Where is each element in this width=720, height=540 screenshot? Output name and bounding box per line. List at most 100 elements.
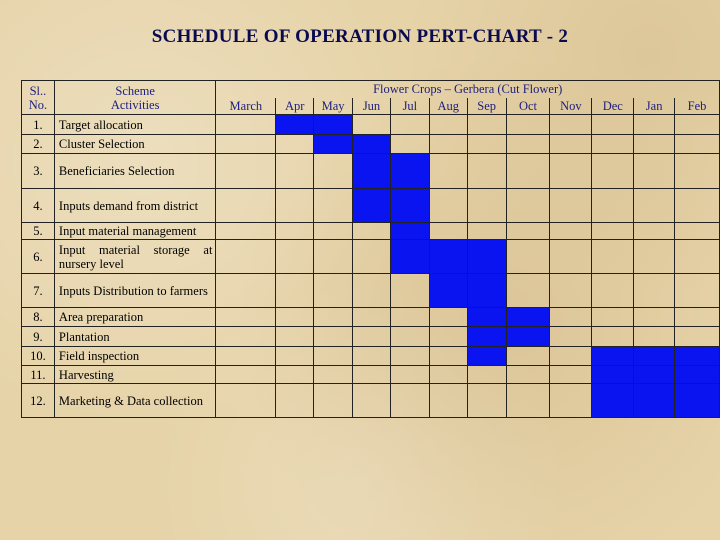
schedule-cell-filled	[674, 365, 720, 384]
schedule-cell-empty	[674, 273, 720, 308]
schedule-cell-empty	[313, 383, 354, 418]
schedule-cell-empty	[215, 307, 277, 327]
schedule-cell-empty	[674, 239, 720, 274]
schedule-cell-empty	[428, 346, 468, 366]
table-row: 9. Plantation	[21, 326, 720, 347]
schedule-cell-empty	[352, 222, 391, 240]
schedule-cell-empty	[549, 239, 593, 274]
row-number: 4.	[21, 188, 55, 223]
pert-chart-table: Sl.. No. Scheme Activities Flower Crops …	[21, 80, 720, 418]
schedule-cell-empty	[215, 326, 277, 347]
schedule-cell-empty	[633, 222, 676, 240]
schedule-cell-filled	[389, 188, 430, 223]
schedule-cell-empty	[466, 188, 507, 223]
activity-name: Field inspection	[53, 346, 217, 366]
schedule-cell-filled	[591, 383, 635, 418]
schedule-cell-filled	[466, 346, 507, 366]
row-number: 12.	[21, 383, 55, 418]
row-number: 7.	[21, 273, 55, 308]
schedule-cell-filled	[466, 326, 507, 347]
schedule-cell-empty	[466, 134, 507, 154]
schedule-cell-empty	[215, 153, 277, 189]
schedule-cell-empty	[389, 326, 430, 347]
schedule-cell-empty	[389, 365, 430, 384]
schedule-cell-filled	[505, 307, 551, 327]
schedule-cell-empty	[313, 326, 354, 347]
row-number: 11.	[21, 365, 55, 384]
schedule-cell-empty	[313, 153, 354, 189]
schedule-cell-empty	[674, 134, 720, 154]
schedule-cell-empty	[505, 134, 551, 154]
activities-header: Scheme Activities	[53, 80, 217, 115]
schedule-cell-empty	[505, 153, 551, 189]
month-header: Sep	[466, 97, 507, 115]
schedule-cell-filled	[591, 365, 635, 384]
schedule-cell-empty	[352, 383, 391, 418]
schedule-cell-empty	[352, 273, 391, 308]
schedule-cell-empty	[591, 188, 635, 223]
schedule-cell-empty	[505, 273, 551, 308]
activity-name: Plantation	[53, 326, 217, 347]
month-header: Jan	[633, 97, 676, 115]
schedule-cell-empty	[428, 134, 468, 154]
row-number: 6.	[21, 239, 55, 274]
schedule-cell-empty	[591, 153, 635, 189]
schedule-cell-empty	[275, 273, 315, 308]
schedule-cell-empty	[428, 153, 468, 189]
row-number: 2.	[21, 134, 55, 154]
activity-name: Inputs Distribution to farmers	[53, 273, 217, 308]
schedule-cell-empty	[428, 307, 468, 327]
activity-name: Harvesting	[53, 365, 217, 384]
schedule-cell-empty	[549, 273, 593, 308]
activity-name: Area preparation	[53, 307, 217, 327]
month-header: Feb	[674, 97, 720, 115]
schedule-cell-filled	[428, 273, 468, 308]
schedule-cell-empty	[313, 346, 354, 366]
schedule-cell-empty	[549, 365, 593, 384]
month-header: May	[313, 97, 354, 115]
table-row: 11. Harvesting	[21, 365, 720, 384]
schedule-cell-empty	[549, 134, 593, 154]
schedule-cell-empty	[275, 134, 315, 154]
schedule-cell-empty	[466, 153, 507, 189]
month-header: Nov	[549, 97, 593, 115]
schedule-cell-filled	[674, 383, 720, 418]
activity-name: Input material storage at nursery level	[53, 239, 217, 274]
schedule-cell-filled	[313, 114, 354, 135]
crop-header: Flower Crops – Gerbera (Cut Flower)	[215, 80, 720, 98]
schedule-cell-filled	[352, 134, 391, 154]
schedule-cell-empty	[466, 383, 507, 418]
schedule-cell-filled	[505, 326, 551, 347]
schedule-cell-filled	[352, 188, 391, 223]
sl-header-line-1: Sl..	[29, 83, 47, 98]
activity-name: Inputs demand from district	[53, 188, 217, 223]
schedule-cell-empty	[215, 114, 277, 135]
schedule-cell-empty	[505, 222, 551, 240]
schedule-cell-empty	[215, 239, 277, 274]
schedule-cell-empty	[215, 346, 277, 366]
schedule-cell-empty	[275, 188, 315, 223]
schedule-cell-empty	[275, 239, 315, 274]
schedule-cell-filled	[466, 273, 507, 308]
schedule-cell-empty	[466, 114, 507, 135]
schedule-cell-empty	[633, 239, 676, 274]
schedule-cell-empty	[591, 222, 635, 240]
schedule-cell-empty	[389, 383, 430, 418]
table-row: 2. Cluster Selection	[21, 134, 720, 154]
row-number: 8.	[21, 307, 55, 327]
schedule-cell-empty	[674, 307, 720, 327]
page-title: SCHEDULE OF OPERATION PERT-CHART - 2	[151, 26, 569, 47]
activity-name: Cluster Selection	[53, 134, 217, 154]
schedule-cell-empty	[352, 346, 391, 366]
schedule-cell-empty	[428, 383, 468, 418]
schedule-cell-empty	[674, 188, 720, 223]
schedule-cell-empty	[275, 326, 315, 347]
schedule-cell-empty	[633, 134, 676, 154]
schedule-cell-empty	[591, 326, 635, 347]
schedule-cell-filled	[466, 239, 507, 274]
schedule-cell-empty	[215, 134, 277, 154]
schedule-cell-empty	[352, 114, 391, 135]
schedule-cell-empty	[505, 114, 551, 135]
schedule-cell-empty	[591, 239, 635, 274]
schedule-cell-empty	[352, 307, 391, 327]
